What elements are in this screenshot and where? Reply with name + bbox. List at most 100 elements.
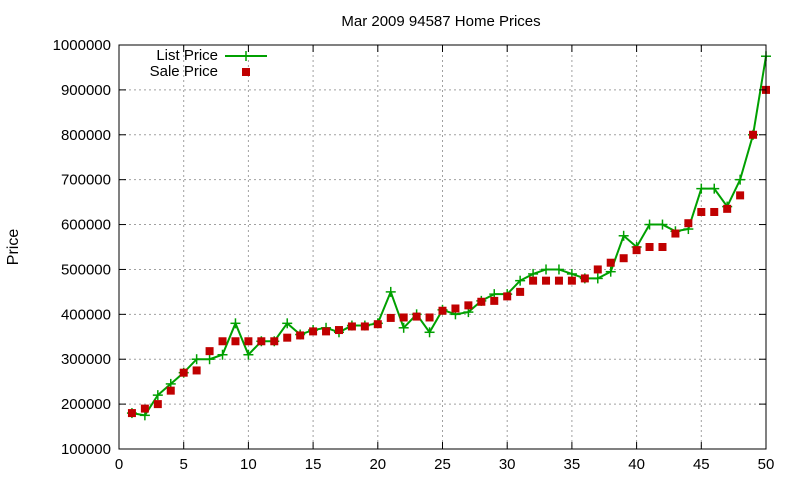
point-list-price	[282, 318, 293, 329]
point-list-price	[618, 230, 629, 241]
point-sale-price	[658, 243, 667, 251]
point-sale-price	[477, 297, 486, 306]
point-sale-price	[347, 322, 356, 331]
legend-marker-list-price	[241, 51, 251, 61]
point-sale-price	[360, 322, 369, 331]
y-tick-label: 200000	[61, 396, 111, 413]
y-tick-label: 100000	[61, 441, 111, 458]
x-tick-label: 45	[693, 456, 710, 473]
y-tick-label: 600000	[61, 217, 111, 234]
point-list-price	[709, 183, 720, 194]
chart-title: Mar 2009 94587 Home Prices	[341, 13, 540, 30]
point-list-price	[515, 275, 526, 286]
point-sale-price	[619, 254, 628, 263]
point-sale-price	[412, 312, 421, 321]
x-tick-label: 0	[115, 456, 123, 473]
point-sale-price	[218, 337, 227, 346]
point-list-price	[243, 349, 254, 360]
y-tick-label: 700000	[61, 172, 111, 189]
x-tick-label: 30	[499, 456, 516, 473]
legend: List Price Sale Price	[150, 47, 267, 80]
y-tick-label: 300000	[61, 351, 111, 368]
point-sale-price	[464, 301, 473, 310]
x-tick-label: 20	[369, 456, 386, 473]
point-sale-price	[749, 130, 758, 139]
point-list-price	[152, 390, 163, 401]
y-tick-label: 800000	[61, 127, 111, 144]
point-list-price	[735, 174, 746, 185]
point-list-price	[217, 349, 228, 360]
point-sale-price	[606, 258, 615, 267]
x-tick-labels: 0 5 10 15 20 25 30 35 40 45 50	[115, 456, 775, 473]
legend-marker-sale-price	[242, 68, 250, 76]
series-layer	[126, 51, 771, 421]
point-sale-price	[283, 333, 292, 342]
point-sale-price	[736, 191, 745, 200]
point-sale-price	[632, 246, 641, 255]
series-line-list-price	[131, 56, 767, 417]
point-sale-price	[645, 243, 654, 251]
point-sale-price	[399, 313, 408, 322]
y-tick-label: 900000	[61, 82, 111, 99]
point-sale-price	[257, 337, 266, 346]
x-tick-label: 40	[628, 456, 645, 473]
point-list-price	[541, 264, 552, 275]
point-sale-price	[503, 292, 512, 301]
point-list-price	[592, 273, 603, 284]
point-sale-price	[192, 366, 201, 375]
point-list-price	[191, 354, 202, 365]
point-sale-price	[684, 219, 693, 228]
point-sale-price	[322, 327, 331, 336]
point-sale-price	[425, 313, 434, 322]
point-sale-price	[516, 287, 525, 296]
point-list-price	[553, 264, 564, 275]
series-sale-price	[127, 85, 770, 418]
point-sale-price	[179, 368, 188, 377]
point-sale-price	[438, 306, 447, 315]
grid-lines	[119, 45, 766, 449]
point-sale-price	[127, 409, 136, 418]
x-tick-label: 25	[434, 456, 451, 473]
legend-label-sale-price: Sale Price	[150, 63, 218, 80]
point-sale-price	[580, 274, 589, 283]
x-tick-label: 35	[564, 456, 581, 473]
point-list-price	[605, 266, 616, 277]
point-list-price	[696, 183, 707, 194]
x-tick-label: 10	[240, 456, 257, 473]
x-tick-label: 15	[305, 456, 322, 473]
y-axis-label: Price	[5, 229, 22, 266]
point-sale-price	[153, 400, 162, 409]
point-sale-price	[231, 337, 240, 346]
point-list-price	[204, 354, 215, 365]
point-sale-price	[386, 313, 395, 322]
point-list-price	[230, 318, 241, 329]
point-sale-price	[567, 276, 576, 285]
point-sale-price	[671, 229, 680, 238]
point-list-price	[644, 219, 655, 230]
point-list-price	[385, 286, 396, 297]
point-sale-price	[373, 320, 382, 329]
point-sale-price	[334, 326, 343, 335]
legend-label-list-price: List Price	[156, 47, 218, 64]
x-tick-label: 50	[758, 456, 775, 473]
point-sale-price	[710, 207, 719, 216]
point-sale-price	[140, 404, 149, 413]
plot-frame	[118, 44, 767, 450]
point-list-price	[424, 327, 435, 338]
point-sale-price	[697, 207, 706, 216]
point-list-price	[657, 219, 668, 230]
y-tick-labels: 100000 200000 300000 400000 500000 600000 7000…	[53, 37, 111, 458]
point-sale-price	[166, 386, 175, 395]
point-sale-price	[270, 337, 279, 346]
x-tick-label: 5	[180, 456, 188, 473]
point-sale-price	[451, 304, 460, 313]
point-sale-price	[205, 347, 214, 356]
point-sale-price	[309, 327, 318, 336]
point-sale-price	[723, 204, 732, 213]
y-tick-label: 1000000	[53, 37, 111, 54]
point-sale-price	[554, 276, 563, 285]
point-sale-price	[542, 276, 551, 285]
point-sale-price	[244, 337, 253, 346]
y-tick-label: 400000	[61, 306, 111, 323]
